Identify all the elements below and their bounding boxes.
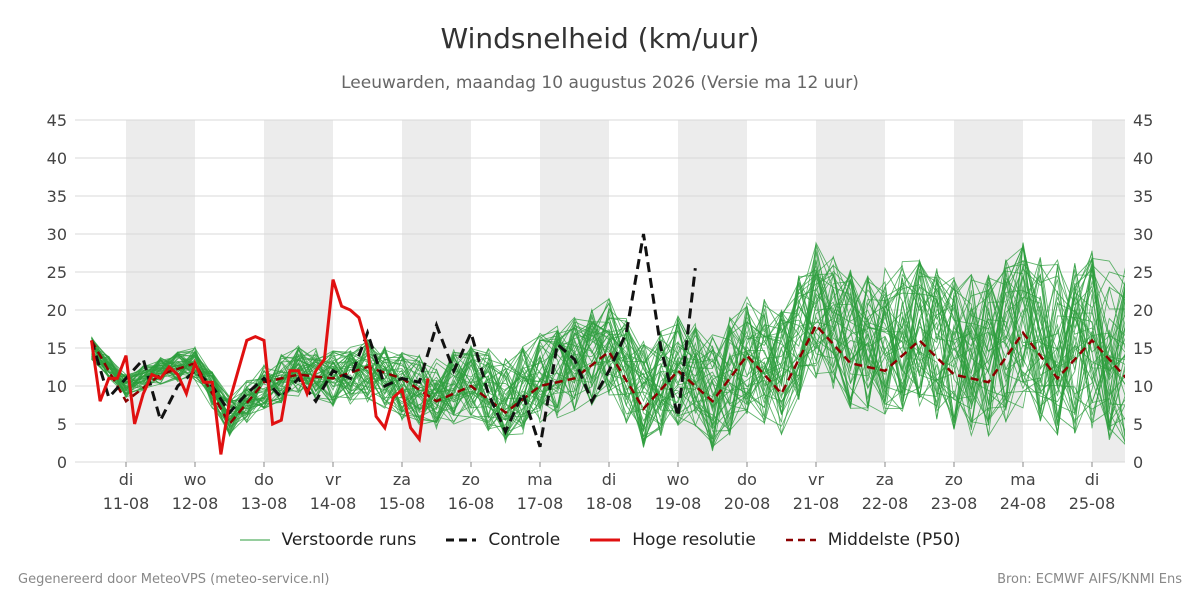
chart-title: Windsnelheid (km/uur) (440, 22, 760, 55)
y-tick-label-right: 5 (1133, 415, 1143, 434)
legend-label-highres: Hoge resolutie (632, 530, 756, 550)
legend-label-median: Middelste (P50) (827, 530, 961, 550)
x-tick-date: 20-08 (724, 494, 771, 513)
y-tick-label-left: 10 (47, 377, 67, 396)
x-tick-day: zo (945, 470, 963, 489)
x-tick-date: 18-08 (586, 494, 633, 513)
x-tick-day: do (737, 470, 757, 489)
x-tick-date: 16-08 (448, 494, 495, 513)
x-tick-date: 13-08 (241, 494, 288, 513)
plot-area (90, 233, 1125, 455)
y-tick-label-right: 35 (1133, 187, 1153, 206)
x-tick-date: 15-08 (379, 494, 426, 513)
median-line (90, 323, 1125, 427)
legend-label-control: Controle (488, 530, 561, 550)
x-tick-date: 12-08 (172, 494, 219, 513)
x-tick-day: ma (527, 470, 552, 489)
day-band (540, 120, 609, 462)
day-band (126, 120, 195, 462)
y-tick-label-left: 0 (57, 453, 67, 472)
x-tick-date: 14-08 (310, 494, 357, 513)
y-tick-label-right: 10 (1133, 377, 1153, 396)
x-tick-date: 22-08 (862, 494, 909, 513)
y-tick-label-right: 0 (1133, 453, 1143, 472)
x-tick-day: vr (325, 470, 341, 489)
x-tick-date: 24-08 (1000, 494, 1047, 513)
x-tick-date: 23-08 (931, 494, 978, 513)
y-tick-label-left: 45 (47, 111, 67, 130)
x-tick-date: 21-08 (793, 494, 840, 513)
legend-control-swatch (446, 538, 477, 542)
y-tick-label-right: 25 (1133, 263, 1153, 282)
x-tick-day: do (254, 470, 274, 489)
highres-line (90, 279, 430, 455)
y-tick-label-left: 30 (47, 225, 67, 244)
x-tick-day: ma (1010, 470, 1035, 489)
x-tick-day: za (393, 470, 411, 489)
x-tick-day: di (602, 470, 617, 489)
legend: Verstoorde runs Controle Hoge resolutie … (0, 530, 1200, 550)
y-tick-label-left: 20 (47, 301, 67, 320)
legend-item-ensemble: Verstoorde runs (239, 530, 417, 550)
y-tick-label-right: 15 (1133, 339, 1153, 358)
x-tick-day: di (1085, 470, 1100, 489)
x-tick-date: 11-08 (103, 494, 150, 513)
x-tick-day: wo (184, 470, 207, 489)
ensemble-member-line (91, 243, 1125, 445)
y-tick-label-left: 15 (47, 339, 67, 358)
x-tick-day: za (876, 470, 894, 489)
footer-generator: Gegenereerd door MeteoVPS (meteo-service… (18, 572, 330, 587)
y-tick-label-right: 40 (1133, 149, 1153, 168)
chart-subtitle: Leeuwarden, maandag 10 augustus 2026 (Ve… (341, 73, 859, 93)
y-tick-label-left: 40 (47, 149, 67, 168)
day-band (264, 120, 333, 462)
legend-item-control: Controle (446, 530, 560, 550)
x-tick-day: di (119, 470, 134, 489)
y-tick-label-right: 30 (1133, 225, 1153, 244)
x-tick-day: wo (667, 470, 690, 489)
x-tick-date: 19-08 (655, 494, 702, 513)
x-tick-date: 17-08 (517, 494, 564, 513)
footer-source: Bron: ECMWF AIFS/KNMI Ens (997, 572, 1182, 587)
x-tick-date: 25-08 (1069, 494, 1116, 513)
y-tick-label-left: 5 (57, 415, 67, 434)
y-tick-label-right: 20 (1133, 301, 1153, 320)
legend-ensemble-swatch (239, 539, 270, 541)
legend-median-swatch (785, 538, 816, 542)
x-tick-day: vr (808, 470, 824, 489)
legend-item-median: Middelste (P50) (785, 530, 961, 550)
ensemble-member-line (91, 242, 1125, 440)
x-tick-day: zo (462, 470, 480, 489)
legend-highres-swatch (590, 538, 621, 542)
y-tick-label-left: 35 (47, 187, 67, 206)
legend-item-highres: Hoge resolutie (590, 530, 756, 550)
y-tick-label-right: 45 (1133, 111, 1153, 130)
legend-label-ensemble: Verstoorde runs (281, 530, 417, 550)
y-tick-label-left: 25 (47, 263, 67, 282)
